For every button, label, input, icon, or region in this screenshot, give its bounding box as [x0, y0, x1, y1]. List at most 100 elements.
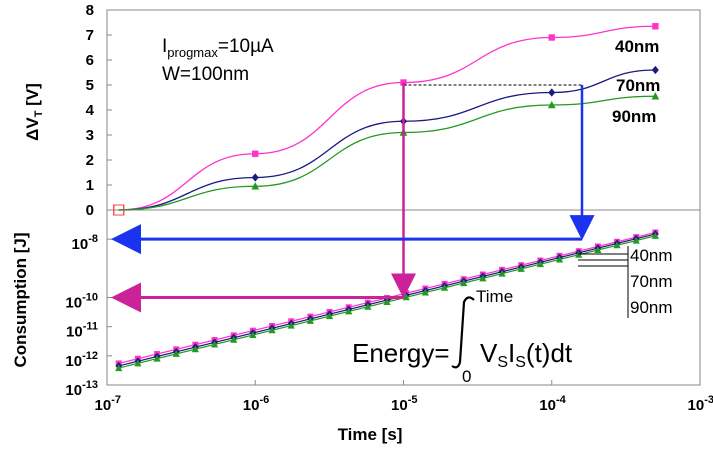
bottom-point-90nm-6 [230, 335, 238, 343]
bottom-point-90nm-1 [134, 359, 142, 367]
eq-i: I [508, 338, 515, 368]
bottom-ytick-0-exp: -13 [82, 379, 98, 391]
top-line-40nm [118, 25, 656, 211]
top-ytick-1: 1 [86, 177, 94, 194]
bottom-point-90nm-8 [268, 326, 276, 334]
top-point-90nm-4 [651, 92, 660, 100]
top-point-40nm-4 [652, 23, 659, 30]
x-ticks: 10-7 10-6 10-5 10-4 10-3 [95, 380, 713, 414]
xtick-1-exp: -6 [259, 394, 269, 406]
bottom-ytick-3-base: 10 [65, 295, 82, 312]
top-point-40nm-1 [252, 150, 259, 157]
bottom-point-90nm-0 [115, 364, 123, 372]
top-label-40nm: 40nm [615, 37, 659, 56]
bottom-point-90nm-9 [287, 321, 295, 329]
xtick-1: 10-6 [243, 394, 269, 414]
top-point-40nm-3 [548, 34, 555, 41]
top-ytick-2: 2 [86, 152, 94, 169]
top-ytick-5: 5 [86, 77, 94, 94]
top-point-70nm-4 [651, 65, 659, 75]
top-point-90nm-1 [251, 182, 260, 190]
top-point-90nm-3 [547, 100, 556, 109]
bottom-ytick-1-exp: -12 [82, 350, 98, 362]
bottom-point-90nm-18 [460, 279, 468, 287]
top-y-axis-label: ΔVT [V] [23, 83, 45, 141]
bottom-point-90nm-21 [517, 265, 525, 272]
xtick-1-base: 10 [243, 397, 260, 414]
bottom-point-90nm-26 [613, 241, 621, 249]
bottom-point-90nm-13 [364, 302, 372, 310]
legend-70nm: 70nm [630, 272, 673, 291]
bottom-ytick-0: 10-13 [65, 379, 98, 399]
bottom-point-90nm-14 [383, 298, 391, 305]
eq-lower: 0 [462, 367, 471, 386]
bottom-point-90nm-2 [153, 354, 161, 362]
top-ytick-4: 4 [86, 102, 95, 119]
bottom-ytick-2-exp: -11 [83, 321, 98, 333]
xtick-3: 10-4 [539, 394, 566, 414]
eq-sub1: S [497, 354, 508, 371]
energy-equation: Energy= Time 0 VSIS(t)dt [352, 287, 573, 386]
bottom-point-90nm-23 [555, 255, 564, 263]
bottom-point-90nm-5 [210, 340, 219, 348]
xtick-3-base: 10 [539, 397, 556, 414]
bottom-point-90nm-3 [172, 350, 180, 357]
annotation-val: =10µA [218, 36, 274, 57]
delta-vt-text: ΔV [23, 117, 42, 141]
eq-integrand: VSIS(t)dt [480, 338, 573, 371]
top-y-ticks: 0 1 2 3 4 5 6 7 8 [86, 2, 112, 219]
eq-upper: Time [476, 287, 513, 306]
xtick-0: 10-7 [95, 394, 121, 414]
top-label-70nm: 70nm [616, 76, 660, 95]
bottom-point-90nm-10 [306, 316, 314, 324]
guide-arrows [111, 82, 595, 313]
bottom-point-90nm-11 [325, 312, 334, 320]
delta-vt-sub: T [33, 110, 45, 117]
bottom-point-90nm-27 [632, 236, 640, 244]
top-point-70nm-3 [548, 88, 556, 97]
top-ytick-8: 8 [86, 2, 94, 19]
bottom-ytick-1: 10-12 [65, 350, 98, 370]
bottom-point-90nm-12 [345, 307, 353, 315]
bottom-y-axis-label: Consumption [J] [11, 232, 30, 367]
top-ytick-6: 6 [86, 52, 94, 69]
bottom-point-90nm-19 [479, 274, 487, 282]
xtick-4-base: 10 [688, 397, 705, 414]
top-ytick-0: 0 [86, 202, 94, 219]
bottom-ytick-4-exp: -8 [88, 233, 98, 245]
bottom-point-90nm-17 [440, 283, 449, 291]
xtick-0-base: 10 [95, 397, 112, 414]
bottom-series-group [115, 229, 659, 372]
top-label-90nm: 90nm [612, 107, 656, 126]
xtick-4: 10-3 [688, 394, 713, 414]
xtick-0-exp: -7 [111, 394, 121, 406]
top-series-group [113, 23, 660, 216]
xtick-2-base: 10 [391, 397, 408, 414]
bottom-point-90nm-22 [536, 260, 544, 268]
top-point-70nm-1 [251, 173, 259, 182]
bottom-point-90nm-7 [249, 331, 257, 339]
xtick-2-exp: -5 [408, 394, 418, 406]
eq-tail: (t)dt [526, 338, 573, 368]
eq-lhs: Energy= [352, 338, 450, 368]
annotation-line1: Iprogmax=10µA [162, 36, 274, 60]
annotation-sub: progmax [167, 45, 218, 60]
xtick-4-exp: -3 [704, 394, 713, 406]
annotation-i: I [162, 36, 167, 57]
bottom-ytick-2: 10-11 [66, 321, 98, 341]
bottom-point-90nm-20 [498, 269, 506, 277]
delta-vt-unit: [V] [23, 83, 42, 110]
bottom-ytick-4-base: 10 [72, 236, 89, 253]
xtick-2: 10-5 [391, 394, 417, 414]
bottom-point-90nm-28 [651, 231, 659, 239]
integral-sign [451, 296, 475, 369]
bottom-ytick-3-exp: -10 [82, 292, 98, 304]
bottom-point-90nm-25 [594, 246, 602, 254]
top-line-70nm [118, 69, 656, 211]
xtick-3-exp: -4 [556, 394, 567, 406]
eq-sub2: S [515, 354, 526, 371]
legend-40nm: 40nm [630, 246, 673, 265]
bottom-ytick-2-base: 10 [66, 324, 83, 341]
bottom-ytick-3: 10-10 [65, 292, 98, 312]
